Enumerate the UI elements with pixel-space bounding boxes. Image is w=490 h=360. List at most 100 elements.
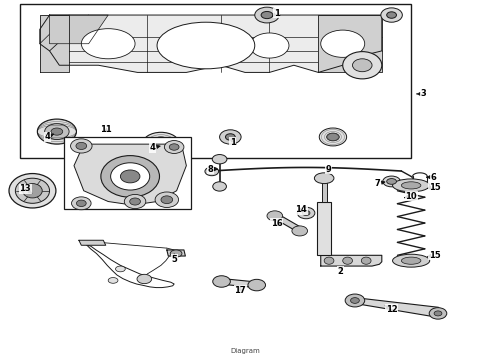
Bar bbox=[64, 137, 191, 209]
Ellipse shape bbox=[130, 198, 141, 205]
Polygon shape bbox=[350, 298, 441, 317]
Ellipse shape bbox=[205, 167, 219, 176]
Ellipse shape bbox=[319, 128, 346, 146]
Ellipse shape bbox=[71, 139, 92, 153]
Text: 15: 15 bbox=[428, 251, 441, 260]
Ellipse shape bbox=[315, 173, 334, 184]
Text: 7: 7 bbox=[374, 179, 385, 188]
Text: 17: 17 bbox=[234, 286, 246, 295]
Ellipse shape bbox=[387, 179, 396, 184]
Polygon shape bbox=[49, 15, 108, 44]
Text: 9: 9 bbox=[325, 165, 331, 174]
Ellipse shape bbox=[150, 137, 172, 151]
Ellipse shape bbox=[361, 257, 371, 264]
Ellipse shape bbox=[220, 130, 241, 144]
Ellipse shape bbox=[387, 12, 396, 18]
Ellipse shape bbox=[392, 254, 430, 267]
Ellipse shape bbox=[111, 163, 150, 190]
Ellipse shape bbox=[297, 207, 315, 219]
Polygon shape bbox=[321, 255, 382, 266]
Ellipse shape bbox=[164, 140, 184, 153]
Ellipse shape bbox=[45, 124, 69, 139]
Polygon shape bbox=[40, 15, 69, 72]
Polygon shape bbox=[79, 240, 106, 245]
Ellipse shape bbox=[392, 179, 430, 192]
Ellipse shape bbox=[261, 12, 273, 19]
Polygon shape bbox=[318, 15, 382, 72]
Ellipse shape bbox=[101, 156, 159, 197]
Text: 15: 15 bbox=[428, 183, 441, 192]
Bar bbox=[318, 202, 331, 255]
Text: 1: 1 bbox=[272, 9, 280, 18]
Ellipse shape bbox=[23, 184, 42, 198]
Ellipse shape bbox=[81, 29, 135, 59]
Text: 16: 16 bbox=[271, 219, 283, 228]
Ellipse shape bbox=[343, 257, 352, 264]
Text: 13: 13 bbox=[19, 184, 32, 193]
Ellipse shape bbox=[343, 51, 382, 79]
Ellipse shape bbox=[37, 119, 76, 144]
Ellipse shape bbox=[225, 134, 235, 140]
Polygon shape bbox=[220, 279, 259, 288]
Ellipse shape bbox=[15, 178, 49, 203]
Ellipse shape bbox=[76, 200, 86, 207]
Ellipse shape bbox=[121, 170, 140, 183]
Ellipse shape bbox=[302, 211, 310, 216]
Ellipse shape bbox=[157, 22, 255, 69]
Text: 11: 11 bbox=[100, 125, 112, 134]
Text: 10: 10 bbox=[404, 192, 417, 201]
Text: Diagram: Diagram bbox=[230, 348, 260, 354]
Ellipse shape bbox=[324, 257, 334, 264]
Ellipse shape bbox=[163, 30, 210, 58]
Ellipse shape bbox=[255, 7, 279, 23]
Polygon shape bbox=[273, 213, 302, 232]
Ellipse shape bbox=[137, 274, 152, 284]
Ellipse shape bbox=[9, 174, 56, 208]
Ellipse shape bbox=[51, 128, 63, 135]
Ellipse shape bbox=[76, 143, 87, 149]
Text: 8: 8 bbox=[208, 165, 218, 174]
Ellipse shape bbox=[248, 279, 266, 291]
Ellipse shape bbox=[292, 226, 308, 236]
Ellipse shape bbox=[72, 197, 91, 210]
Ellipse shape bbox=[401, 257, 421, 264]
Ellipse shape bbox=[352, 59, 372, 72]
Ellipse shape bbox=[381, 8, 402, 22]
Text: 4: 4 bbox=[44, 132, 53, 141]
Ellipse shape bbox=[327, 133, 339, 141]
Ellipse shape bbox=[429, 308, 447, 319]
Polygon shape bbox=[74, 144, 186, 205]
Ellipse shape bbox=[170, 250, 182, 257]
Ellipse shape bbox=[401, 182, 421, 189]
Bar bbox=[20, 4, 411, 158]
Ellipse shape bbox=[250, 33, 289, 58]
Ellipse shape bbox=[156, 141, 166, 147]
Polygon shape bbox=[167, 250, 185, 256]
Ellipse shape bbox=[161, 196, 172, 204]
Ellipse shape bbox=[383, 176, 400, 187]
Ellipse shape bbox=[350, 298, 359, 303]
Text: 14: 14 bbox=[295, 205, 307, 214]
Text: 4: 4 bbox=[149, 143, 160, 152]
Ellipse shape bbox=[108, 278, 118, 283]
Ellipse shape bbox=[345, 294, 365, 307]
Ellipse shape bbox=[116, 266, 125, 272]
Text: 5: 5 bbox=[171, 254, 177, 264]
Text: 6: 6 bbox=[427, 173, 436, 182]
Polygon shape bbox=[40, 15, 382, 72]
Ellipse shape bbox=[434, 311, 442, 316]
Ellipse shape bbox=[143, 132, 179, 156]
Ellipse shape bbox=[267, 211, 283, 221]
Text: 2: 2 bbox=[337, 266, 343, 276]
Bar bbox=[322, 180, 327, 202]
Ellipse shape bbox=[124, 194, 146, 208]
Text: 12: 12 bbox=[385, 305, 397, 314]
Ellipse shape bbox=[213, 182, 226, 191]
Ellipse shape bbox=[169, 144, 179, 150]
Text: 1: 1 bbox=[230, 138, 236, 147]
Ellipse shape bbox=[213, 276, 230, 287]
Ellipse shape bbox=[155, 192, 178, 207]
Text: 3: 3 bbox=[417, 89, 426, 98]
Ellipse shape bbox=[321, 30, 365, 57]
Ellipse shape bbox=[212, 154, 227, 164]
